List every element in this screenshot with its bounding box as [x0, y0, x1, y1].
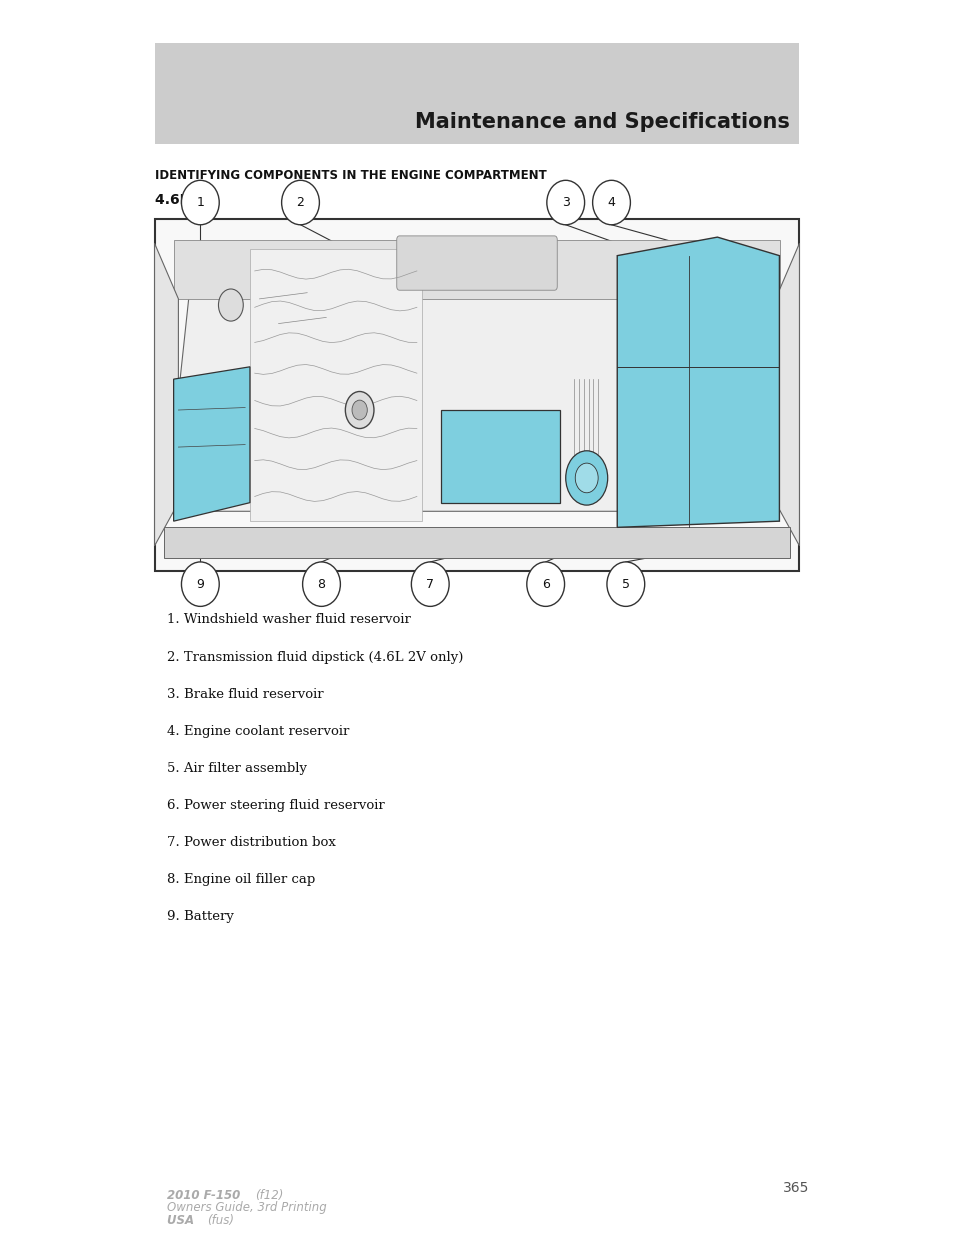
Text: 1: 1 [196, 196, 204, 209]
Ellipse shape [546, 180, 584, 225]
FancyBboxPatch shape [396, 236, 557, 290]
FancyBboxPatch shape [154, 219, 799, 571]
Circle shape [352, 400, 367, 420]
Text: (fus): (fus) [207, 1214, 233, 1226]
FancyBboxPatch shape [154, 43, 799, 144]
Text: 2: 2 [296, 196, 304, 209]
FancyBboxPatch shape [440, 410, 559, 503]
Polygon shape [173, 367, 250, 521]
Text: 2010 F-150: 2010 F-150 [167, 1189, 240, 1202]
FancyBboxPatch shape [250, 249, 421, 521]
Polygon shape [775, 243, 799, 546]
Circle shape [565, 451, 607, 505]
Polygon shape [166, 243, 787, 511]
Text: (f12): (f12) [254, 1189, 283, 1202]
Text: 4: 4 [607, 196, 615, 209]
Ellipse shape [592, 180, 630, 225]
Text: 5. Air filter assembly: 5. Air filter assembly [167, 762, 307, 774]
Text: Owners Guide, 3rd Printing: Owners Guide, 3rd Printing [167, 1202, 326, 1214]
Text: 4.6L V8: 4.6L V8 [154, 193, 213, 207]
Circle shape [218, 289, 243, 321]
Text: 3. Brake fluid reservoir: 3. Brake fluid reservoir [167, 688, 323, 700]
Text: 365: 365 [782, 1181, 809, 1195]
Ellipse shape [302, 562, 340, 606]
Text: 8: 8 [317, 578, 325, 590]
Text: 4. Engine coolant reservoir: 4. Engine coolant reservoir [167, 725, 349, 737]
FancyBboxPatch shape [173, 240, 780, 299]
Text: 2. Transmission fluid dipstick (4.6L 2V only): 2. Transmission fluid dipstick (4.6L 2V … [167, 651, 463, 663]
Text: 7: 7 [426, 578, 434, 590]
Text: 9: 9 [196, 578, 204, 590]
Text: USA: USA [167, 1214, 198, 1226]
Ellipse shape [606, 562, 644, 606]
Text: 6. Power steering fluid reservoir: 6. Power steering fluid reservoir [167, 799, 384, 811]
Ellipse shape [281, 180, 319, 225]
FancyBboxPatch shape [164, 527, 789, 558]
Text: 1. Windshield washer fluid reservoir: 1. Windshield washer fluid reservoir [167, 614, 411, 626]
Polygon shape [154, 243, 178, 546]
Circle shape [345, 391, 374, 429]
Text: 3: 3 [561, 196, 569, 209]
Polygon shape [617, 237, 779, 527]
Text: 9. Battery: 9. Battery [167, 910, 233, 923]
Circle shape [575, 463, 598, 493]
Text: Maintenance and Specifications: Maintenance and Specifications [415, 112, 789, 132]
Ellipse shape [181, 562, 219, 606]
Ellipse shape [181, 180, 219, 225]
Text: 5: 5 [621, 578, 629, 590]
Ellipse shape [411, 562, 449, 606]
Text: IDENTIFYING COMPONENTS IN THE ENGINE COMPARTMENT: IDENTIFYING COMPONENTS IN THE ENGINE COM… [154, 169, 546, 182]
Text: 6: 6 [541, 578, 549, 590]
Text: 7. Power distribution box: 7. Power distribution box [167, 836, 335, 848]
Ellipse shape [526, 562, 564, 606]
Text: 8. Engine oil filler cap: 8. Engine oil filler cap [167, 873, 314, 885]
